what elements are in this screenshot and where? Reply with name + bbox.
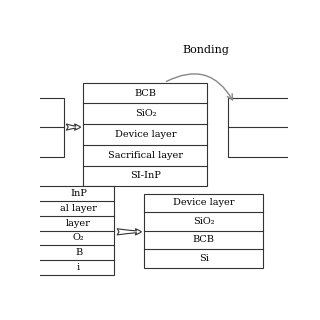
Bar [20,186,115,275]
Text: Sacrifical layer: Sacrifical layer [108,151,183,160]
Text: Si: Si [199,254,209,263]
Bar [228,98,303,157]
Bar [144,194,263,268]
Text: Device layer: Device layer [115,130,176,139]
Text: O₂: O₂ [73,234,84,243]
Text: SiO₂: SiO₂ [135,109,156,118]
Text: al layer: al layer [60,204,97,213]
Bar [84,83,207,186]
Text: Device layer: Device layer [173,198,235,207]
Text: i: i [77,263,80,272]
Text: InP: InP [70,189,87,198]
Text: Bonding: Bonding [183,44,229,54]
Text: layer: layer [66,219,91,228]
Text: B: B [75,248,82,257]
Text: SiO₂: SiO₂ [193,217,214,226]
Bar [25,98,64,157]
Text: BCB: BCB [134,89,156,98]
Text: BCB: BCB [193,235,215,244]
Text: SI-InP: SI-InP [130,172,161,180]
